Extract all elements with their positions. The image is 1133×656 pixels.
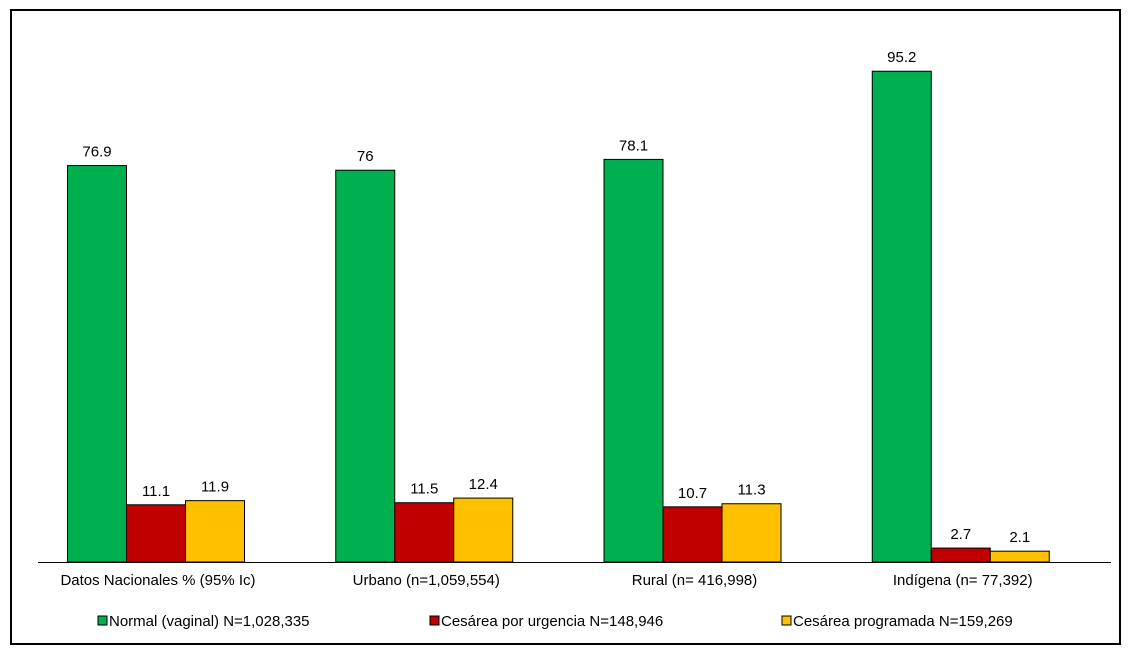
bar-1-3 bbox=[603, 158, 664, 563]
bar-2-2 bbox=[394, 502, 455, 563]
data-label-2-4: 2.7 bbox=[950, 526, 971, 543]
legend-label-3: Cesárea programada N=159,269 bbox=[793, 613, 1013, 630]
bars-group bbox=[67, 70, 1050, 563]
category-label-2: Urbano (n=1,059,554) bbox=[353, 572, 500, 589]
legend-label-2: Cesárea por urgencia N=148,946 bbox=[441, 613, 663, 630]
data-label-2-2: 11.5 bbox=[410, 481, 438, 498]
bar-1-2 bbox=[335, 169, 396, 563]
data-label-3-2: 12.4 bbox=[469, 476, 498, 493]
legend-item-2: Cesárea por urgencia N=148,946 bbox=[429, 613, 663, 630]
data-label-1-1: 76.9 bbox=[82, 144, 111, 161]
category-label-3: Rural (n= 416,998) bbox=[632, 572, 758, 589]
legend-swatch-3 bbox=[781, 615, 792, 626]
legend-item-3: Cesárea programada N=159,269 bbox=[781, 613, 1013, 630]
data-label-3-3: 11.3 bbox=[737, 482, 765, 499]
legend-item-1: Normal (vaginal) N=1,028,335 bbox=[97, 613, 310, 630]
bar-2-4 bbox=[930, 547, 991, 563]
data-label-3-1: 11.9 bbox=[201, 479, 229, 496]
bar-3-3 bbox=[721, 503, 782, 563]
data-label-3-4: 2.1 bbox=[1009, 529, 1030, 546]
data-label-2-1: 11.1 bbox=[142, 483, 170, 500]
bar-3-4 bbox=[989, 550, 1050, 563]
legend: Normal (vaginal) N=1,028,335 Cesárea por … bbox=[97, 613, 1013, 630]
category-label-1: Datos Nacionales % (95% Ic) bbox=[60, 572, 255, 589]
bar-3-2 bbox=[453, 497, 514, 563]
legend-swatch-1 bbox=[97, 615, 108, 626]
bar-chart: 76.9 11.1 11.9 76 11.5 12.4 78.1 10.7 11.3 95.2 2.… bbox=[38, 49, 1111, 630]
bar-1-4 bbox=[871, 70, 932, 563]
data-label-2-3: 10.7 bbox=[678, 485, 707, 502]
legend-swatch-2 bbox=[429, 615, 440, 626]
bar-3-1 bbox=[185, 500, 245, 563]
chart-frame: 76.9 11.1 11.9 76 11.5 12.4 78.1 10.7 11.3 95.2 2.… bbox=[10, 9, 1121, 645]
bar-2-1 bbox=[126, 504, 186, 563]
data-label-1-4: 95.2 bbox=[887, 49, 916, 66]
data-label-1-3: 78.1 bbox=[619, 137, 648, 154]
category-labels-group: Datos Nacionales % (95% Ic) Urbano (n=1,0… bbox=[60, 572, 1032, 589]
bar-1-1 bbox=[67, 165, 127, 563]
category-label-4: Indígena (n= 77,392) bbox=[893, 572, 1033, 589]
bar-2-3 bbox=[662, 506, 723, 563]
legend-label-1: Normal (vaginal) N=1,028,335 bbox=[109, 613, 310, 630]
data-labels-group: 76.9 11.1 11.9 76 11.5 12.4 78.1 10.7 11.3 95.2 2.… bbox=[82, 49, 1030, 546]
data-label-1-2: 76 bbox=[357, 148, 374, 165]
